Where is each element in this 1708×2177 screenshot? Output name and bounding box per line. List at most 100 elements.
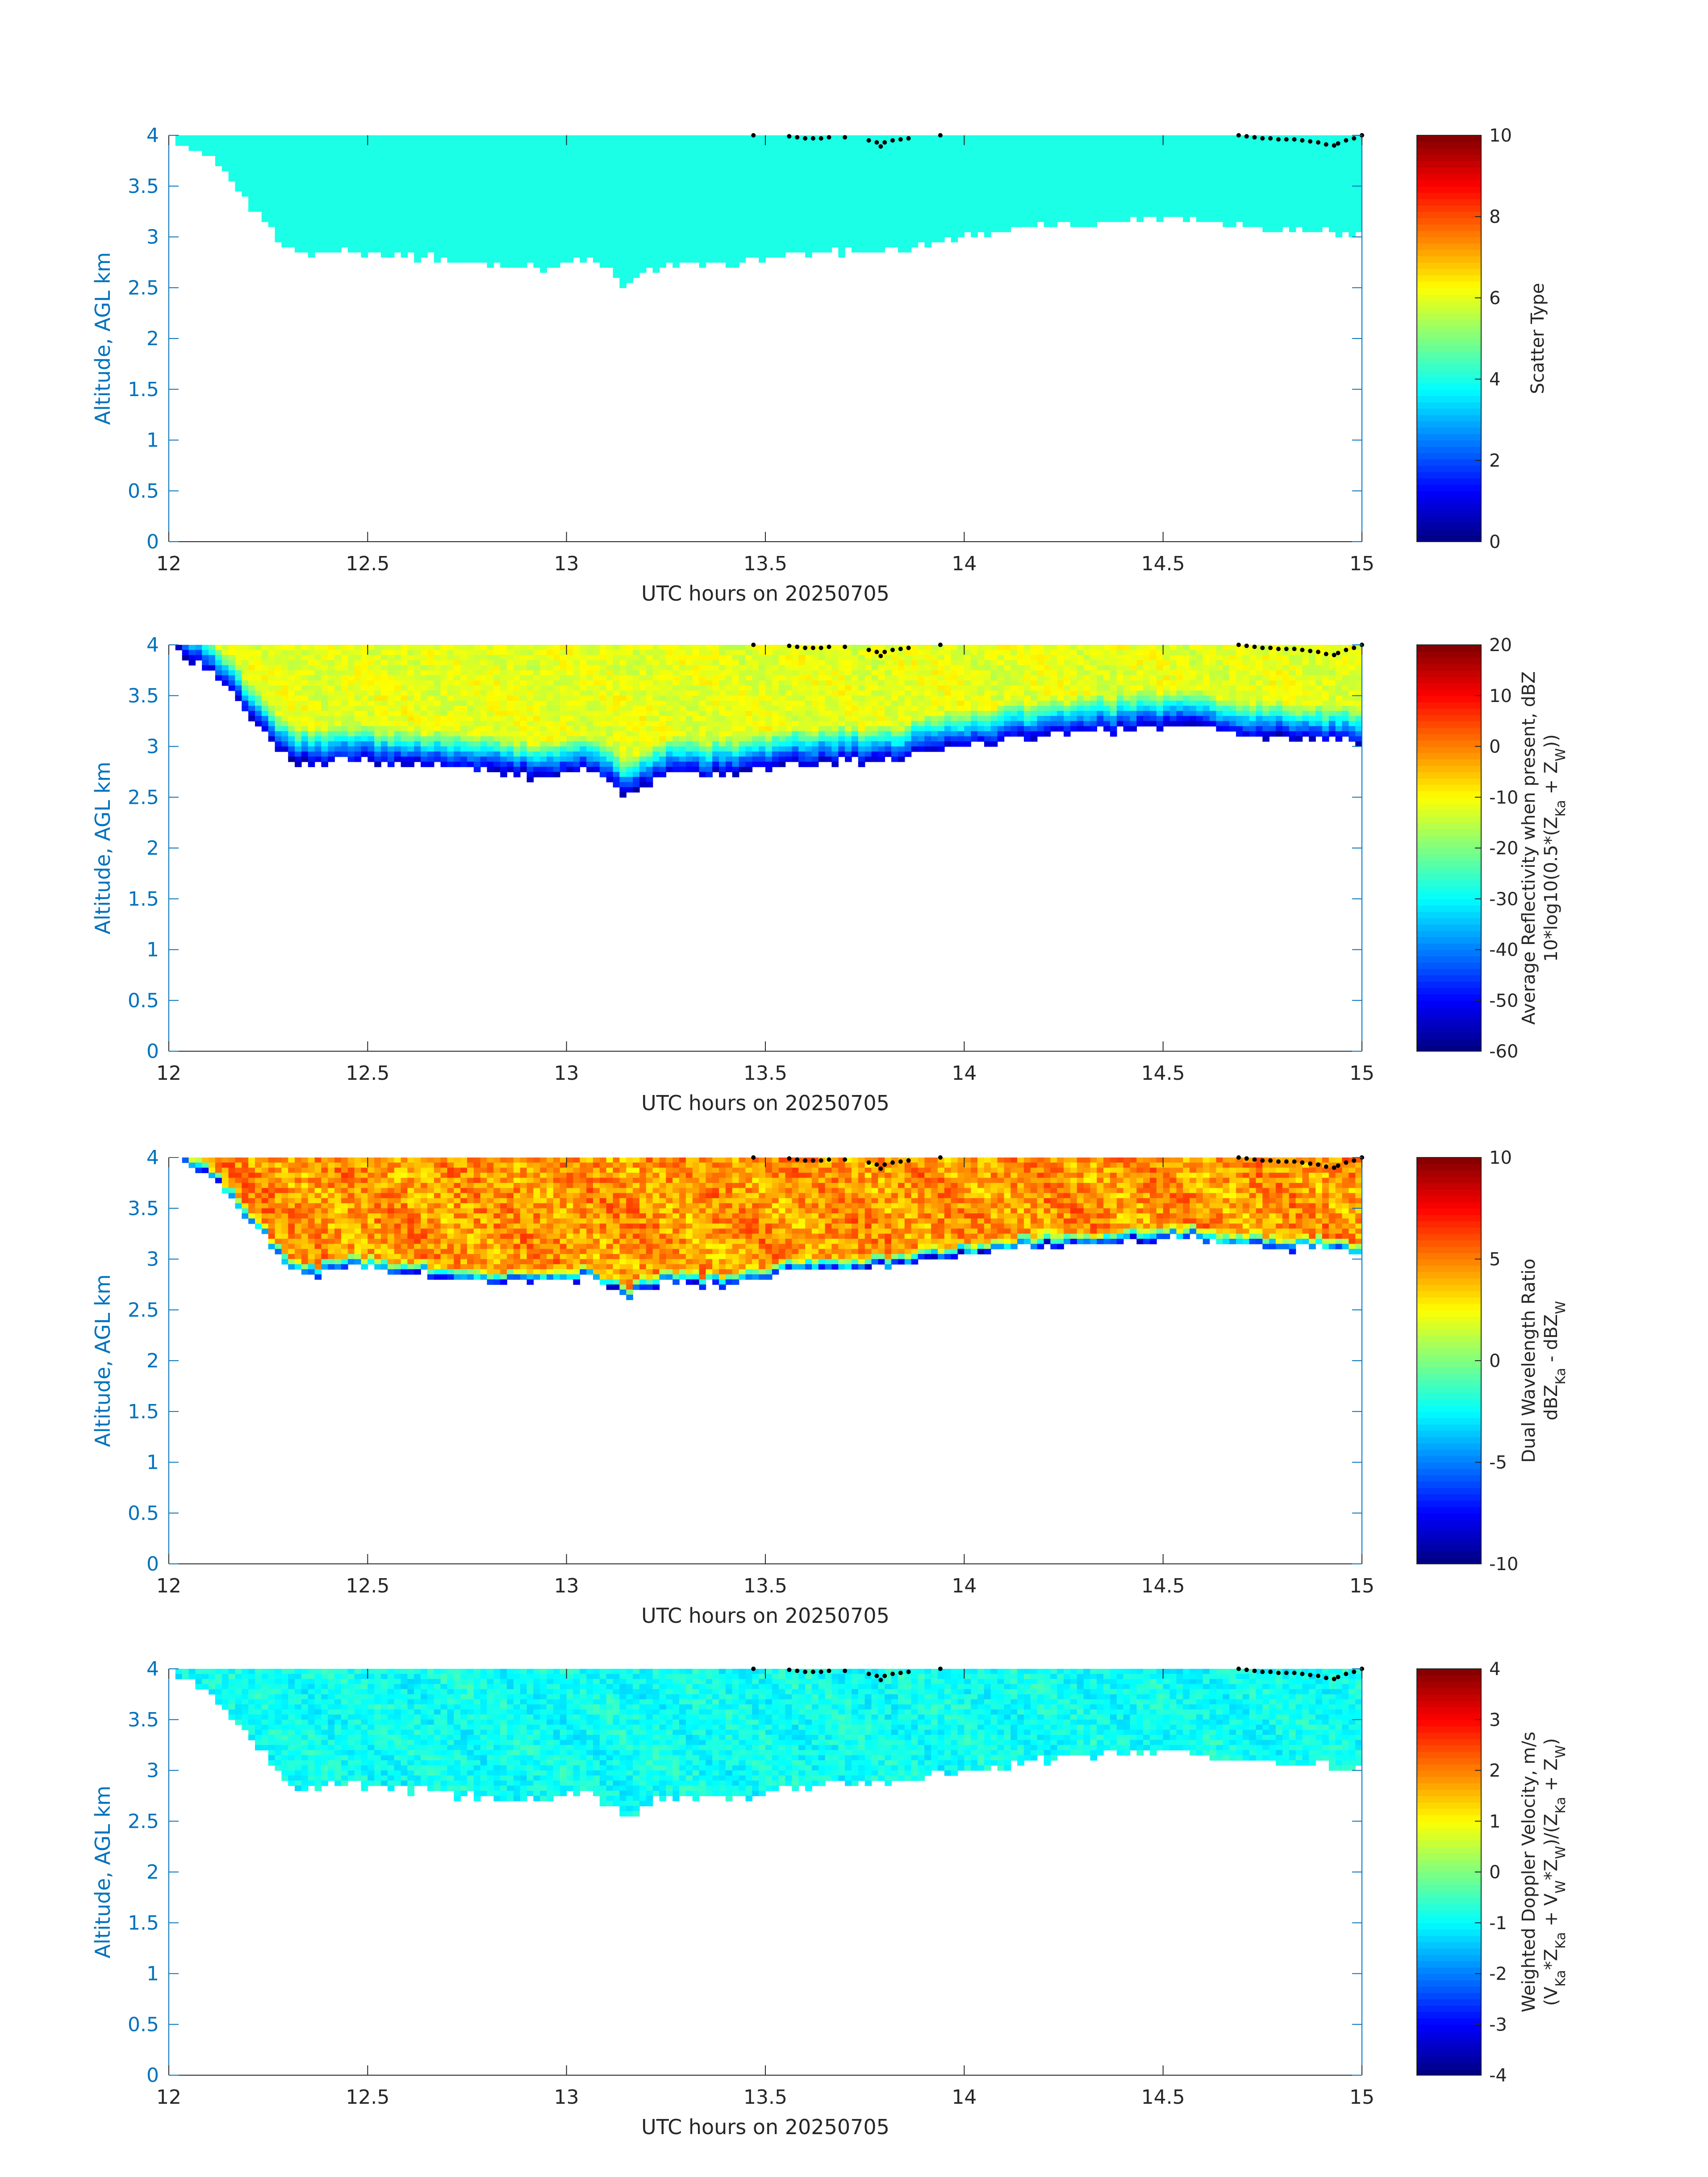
heatmap-cell (454, 710, 461, 717)
heatmap-cell (454, 650, 461, 656)
heatmap-cell (467, 721, 474, 727)
heatmap-cell (401, 140, 408, 146)
heatmap-cell (891, 150, 898, 156)
heatmap-cell (540, 201, 547, 207)
heatmap-cell (918, 181, 925, 187)
heatmap-cell (745, 135, 753, 141)
heatmap-cell (288, 695, 295, 701)
heatmap-cell (1169, 196, 1177, 202)
heatmap-cell (1030, 211, 1038, 217)
heatmap-cell (586, 160, 593, 167)
heatmap-cell (1156, 186, 1164, 192)
heatmap-cell (540, 252, 547, 258)
heatmap-cell (473, 186, 481, 192)
cloud-top-dot (810, 136, 815, 141)
heatmap-cell (341, 181, 348, 187)
heatmap-cell (440, 196, 448, 202)
x-axis-label: UTC hours on 20250705 (641, 581, 889, 606)
heatmap-cell (858, 211, 865, 217)
heatmap-cell (725, 226, 733, 232)
heatmap-cell (1110, 206, 1117, 212)
heatmap-cell (685, 232, 693, 238)
heatmap-cells (175, 645, 1362, 798)
heatmap-cell (964, 206, 971, 212)
colorbar-segment (1417, 503, 1481, 510)
heatmap-cell (1169, 135, 1177, 141)
heatmap-cell (242, 181, 249, 187)
heatmap-cell (1269, 196, 1276, 202)
heatmap-cell (739, 196, 746, 202)
heatmap-cell (221, 145, 229, 151)
heatmap-cell (520, 160, 527, 167)
heatmap-cell (957, 226, 965, 232)
heatmap-cell (275, 196, 282, 202)
heatmap-cell (1037, 135, 1044, 141)
heatmap-cell (341, 201, 348, 207)
heatmap-cell (1209, 217, 1217, 222)
heatmap-cell (526, 186, 534, 192)
heatmap-cell (1229, 201, 1236, 207)
heatmap-cell (513, 680, 521, 686)
heatmap-cell (666, 206, 673, 212)
heatmap-cell (613, 181, 620, 187)
heatmap-cell (354, 237, 362, 242)
heatmap-cell (1103, 150, 1111, 156)
heatmap-cell (493, 680, 501, 686)
heatmap-cell (732, 247, 739, 253)
heatmap-cell (242, 650, 249, 656)
heatmap-cell (480, 710, 488, 717)
heatmap-cell (838, 237, 845, 242)
heatmap-cell (281, 232, 288, 238)
heatmap-cell (831, 166, 839, 171)
heatmap-cell (1017, 166, 1024, 171)
heatmap-cell (301, 731, 309, 737)
heatmap-cell (858, 171, 865, 176)
heatmap-cell (440, 181, 448, 187)
heatmap-cell (447, 670, 455, 676)
heatmap-cell (1276, 226, 1283, 232)
heatmap-cell (500, 716, 507, 722)
heatmap-cell (1269, 191, 1276, 197)
heatmap-cell (1315, 181, 1323, 187)
heatmap-cell (864, 176, 872, 182)
heatmap-cell (467, 247, 474, 253)
heatmap-cell (288, 221, 295, 227)
heatmap-cell (314, 741, 322, 747)
heatmap-cell (1322, 196, 1329, 202)
heatmap-cell (1070, 201, 1077, 207)
heatmap-cell (321, 751, 328, 757)
heatmap-cell (1256, 166, 1263, 171)
heatmap-cell (1030, 196, 1038, 202)
heatmap-cell (447, 171, 455, 176)
heatmap-cell (513, 247, 521, 253)
heatmap-cell (526, 665, 534, 671)
heatmap-cell (314, 685, 322, 691)
heatmap-cell (367, 145, 375, 151)
heatmap-cell (1044, 181, 1051, 187)
heatmap-cell (1335, 221, 1343, 227)
heatmap-cell (599, 252, 607, 258)
heatmap-cell (255, 181, 262, 187)
heatmap-cell (911, 206, 919, 212)
heatmap-cell (513, 226, 521, 232)
heatmap-cell (1203, 201, 1210, 207)
heatmap-cell (295, 176, 302, 182)
heatmap-cell (1223, 135, 1230, 141)
heatmap-cell (990, 221, 998, 227)
heatmap-cell (778, 191, 786, 197)
heatmap-cell (1011, 176, 1018, 182)
heatmap-cell (732, 232, 739, 238)
heatmap-cell (361, 150, 368, 156)
heatmap-cell (480, 761, 488, 767)
heatmap-cell (626, 135, 633, 141)
heatmap-cell (871, 145, 879, 151)
heatmap-cell (367, 695, 375, 701)
heatmap-cell (447, 221, 455, 227)
heatmap-cell (918, 171, 925, 176)
heatmap-cell (652, 145, 660, 151)
heatmap-cell (182, 645, 189, 651)
heatmap-cell (533, 206, 540, 212)
heatmap-cell (692, 257, 700, 263)
heatmap-cell (374, 756, 381, 762)
heatmap-cell (387, 665, 395, 671)
